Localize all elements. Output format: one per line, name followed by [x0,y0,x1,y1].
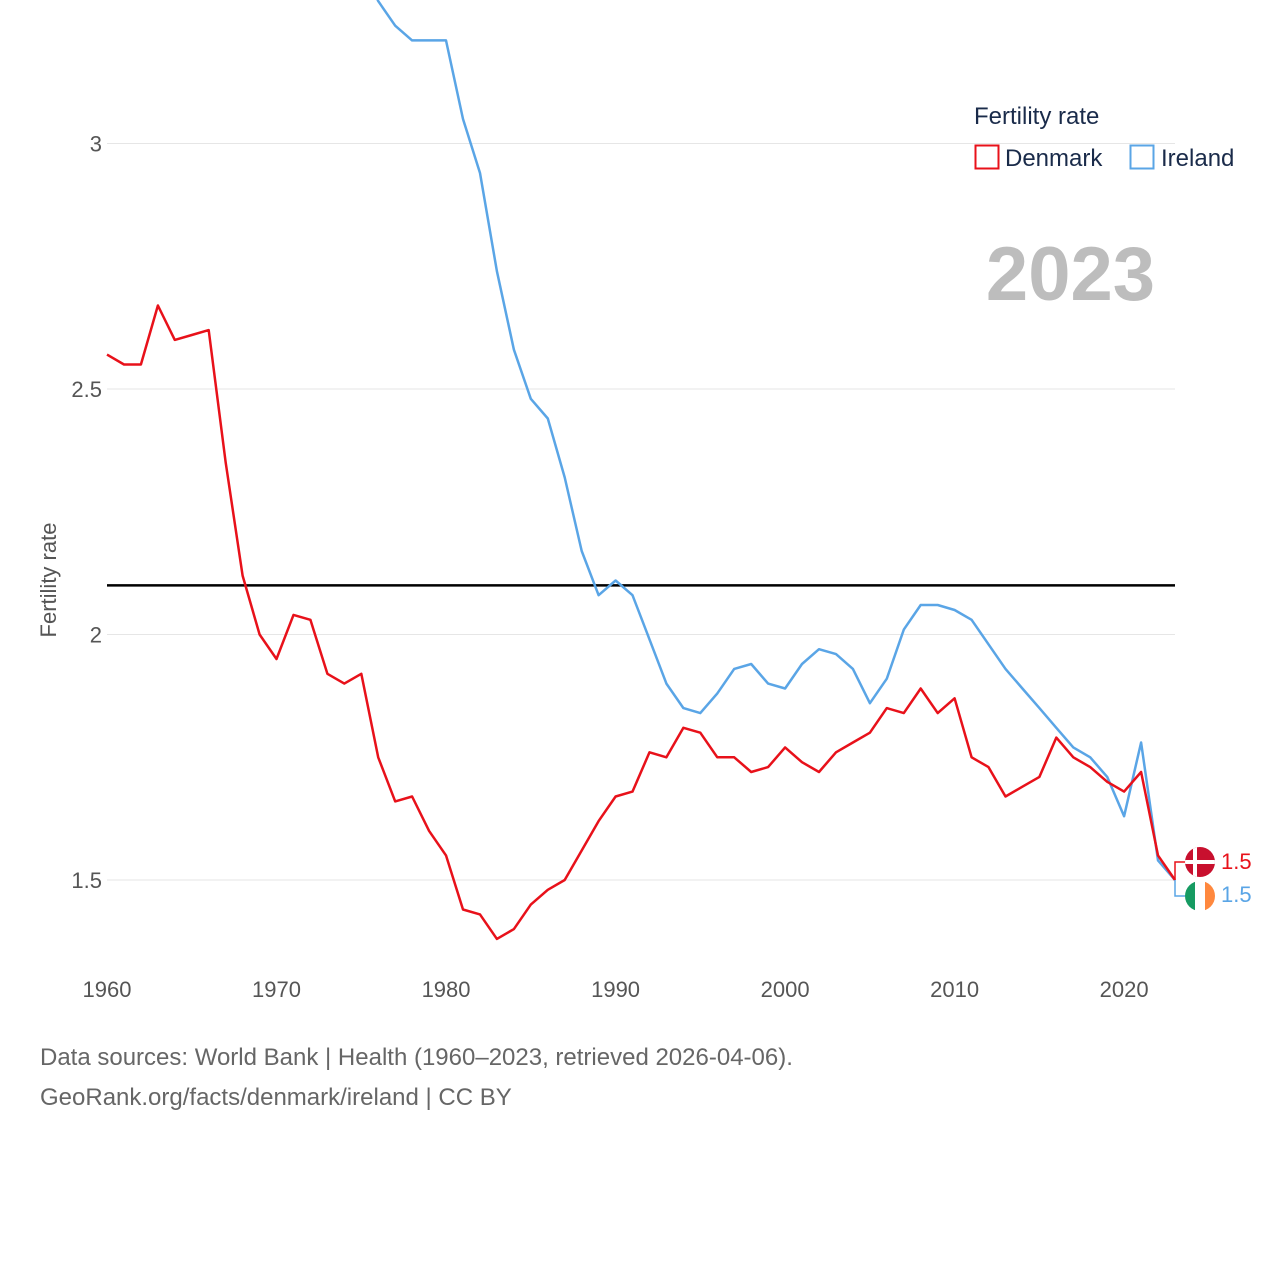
year-label: 2023 [986,232,1155,317]
x-tick-label: 1980 [422,977,471,1002]
footer-sources: Data sources: World Bank | Health (1960–… [40,1044,793,1071]
series-line-ireland [376,0,1176,881]
ireland-end-value: 1.5 [1221,882,1252,907]
x-tick-label: 1970 [252,977,301,1002]
y-tick-label: 2 [90,623,102,648]
legend: Fertility rate Denmark Ireland [974,103,1234,172]
y-tick-label: 3 [90,132,102,157]
ireland-flag-icon [1185,881,1215,911]
denmark-end-value: 1.5 [1221,849,1252,874]
legend-swatch-ireland [1129,144,1155,170]
legend-label-ireland: Ireland [1161,145,1234,172]
x-tick-label: 1990 [591,977,640,1002]
x-tick-label: 2010 [930,977,979,1002]
denmark-end-connector [1174,861,1185,880]
end-markers: 1.5 1.5 [1174,847,1252,911]
x-tick-label: 2020 [1100,977,1149,1002]
legend-swatch-denmark [974,144,1000,170]
denmark-flag-icon [1185,847,1215,877]
y-axis-title: Fertility rate [36,523,61,638]
y-tick-label: 1.5 [71,868,102,893]
y-tick-label: 2.5 [71,377,102,402]
series [106,0,1177,941]
y-axis-ticks: 1.522.533.54 [71,132,102,894]
legend-label-denmark: Denmark [1005,145,1103,172]
ireland-end-connector [1174,880,1185,897]
legend-item-ireland[interactable]: Ireland [1129,144,1235,172]
grid [107,143,1175,881]
series-line-denmark [106,304,1177,941]
x-tick-label: 1960 [83,977,132,1002]
legend-title: Fertility rate [974,103,1099,130]
legend-item-denmark[interactable]: Denmark [974,144,1104,172]
x-tick-label: 2000 [761,977,810,1002]
footer-credit: GeoRank.org/facts/denmark/ireland | CC B… [40,1084,512,1111]
x-axis-ticks: 1960 1970 1980 1990 2000 2010 2020 [83,977,1149,1002]
